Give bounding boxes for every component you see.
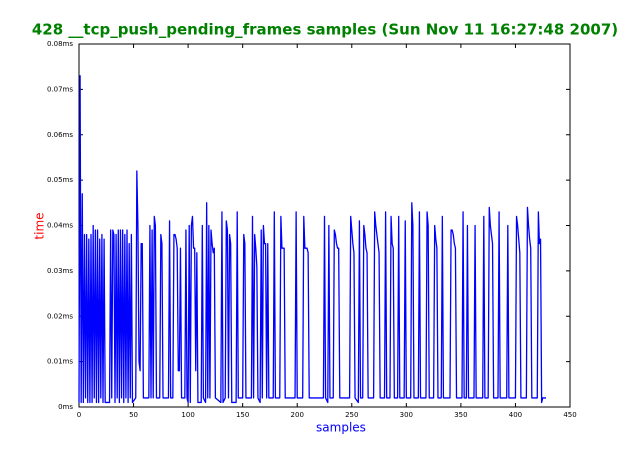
chart-title: 428 __tcp_push_pending_frames samples (S… — [32, 21, 618, 39]
x-tick-label: 300 — [400, 411, 413, 419]
x-tick-label: 400 — [509, 411, 522, 419]
y-tick-label: 0.01ms — [47, 358, 73, 366]
x-tick-label: 350 — [454, 411, 467, 419]
y-tick-label: 0.05ms — [47, 176, 73, 184]
y-axis-label: time — [33, 212, 47, 239]
y-tick-label: 0ms — [58, 403, 73, 411]
y-tick-label: 0.02ms — [47, 312, 73, 320]
data-line — [78, 75, 546, 404]
y-tick-label: 0.04ms — [47, 222, 73, 230]
x-tick-label: 100 — [181, 411, 194, 419]
x-tick-label: 450 — [563, 411, 576, 419]
x-tick-label: 200 — [291, 411, 304, 419]
y-tick-label: 0.07ms — [47, 85, 73, 93]
x-tick-label: 50 — [129, 411, 138, 419]
x-tick-label: 150 — [236, 411, 249, 419]
y-tick-label: 0.03ms — [47, 267, 73, 275]
y-tick-label: 0.08ms — [47, 40, 73, 48]
y-tick-label: 0.06ms — [47, 131, 73, 139]
x-axis-label: samples — [316, 421, 366, 435]
x-tick-label: 250 — [345, 411, 358, 419]
x-tick-label: 0 — [77, 411, 81, 419]
